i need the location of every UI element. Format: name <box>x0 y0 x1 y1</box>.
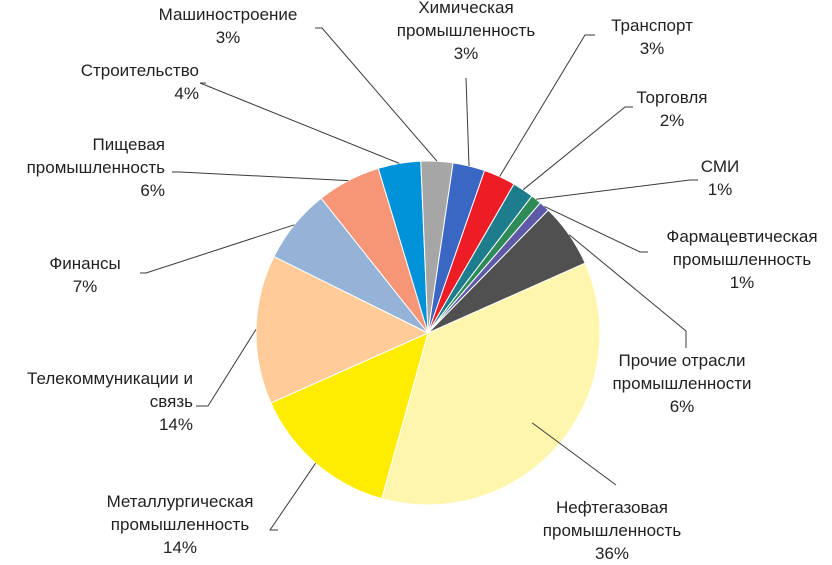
slice-labels: Нефтегазовая промышленность 36% Металлургич… <box>27 0 818 563</box>
slice-label: Прочие отрасли промышленности 6% <box>612 351 751 416</box>
pie-slice <box>255 255 430 404</box>
slice-label: СМИ 1% <box>701 157 739 199</box>
slice-name: Пищевая <box>93 135 165 154</box>
leader-line <box>140 224 295 274</box>
slice-percent: 1% <box>708 180 733 199</box>
leader-line <box>568 234 687 348</box>
slice-percent: 7% <box>73 277 98 296</box>
leader-line <box>172 171 349 182</box>
leader-line <box>522 106 633 191</box>
slice-name: промышленность <box>27 158 166 177</box>
leader-line <box>536 179 698 200</box>
slice-name: Финансы <box>49 254 120 273</box>
slice-name: СМИ <box>701 157 739 176</box>
slice-name: Транспорт <box>611 16 693 35</box>
leader-line <box>544 205 648 253</box>
slice-percent: 3% <box>454 44 479 63</box>
leader-line <box>499 34 595 177</box>
leader-line <box>196 329 257 407</box>
slice-name: Машиностроение <box>159 5 298 24</box>
slice-label: Транспорт 3% <box>611 16 693 58</box>
slice-label: Пищевая промышленность 6% <box>27 135 166 200</box>
slice-percent: 14% <box>163 538 197 557</box>
slice-label: Строительство 4% <box>81 61 199 103</box>
slice-label: Химическая промышленность 3% <box>397 0 536 63</box>
slice-label: Торговля 2% <box>636 88 707 130</box>
slice-percent: 14% <box>159 415 193 434</box>
leader-line <box>315 27 438 162</box>
slice-name: промышленность <box>111 515 250 534</box>
slice-percent: 1% <box>730 273 755 292</box>
slice-percent: 36% <box>595 544 629 563</box>
leader-line <box>269 462 317 531</box>
leader-line <box>199 82 400 164</box>
leader-line <box>531 422 617 486</box>
slice-label: Телекоммуникации и связь 14% <box>27 369 193 434</box>
slice-percent: 6% <box>670 397 695 416</box>
slice-name: промышленность <box>673 250 812 269</box>
leader-lines <box>140 27 698 531</box>
slice-name: Нефтегазовая <box>556 498 668 517</box>
slice-percent: 3% <box>216 28 241 47</box>
pie-slices <box>255 160 601 506</box>
slice-name: промышленность <box>397 21 536 40</box>
pie-slice <box>381 262 601 506</box>
slice-label: Машиностроение 3% <box>159 5 298 47</box>
leader-line <box>465 77 470 167</box>
slice-label: Фармацевтическая промышленность 1% <box>666 227 817 292</box>
slice-name: связь <box>150 392 193 411</box>
slice-label: Металлургическая промышленность 14% <box>107 492 254 557</box>
slice-label: Нефтегазовая промышленность 36% <box>543 498 682 563</box>
slice-label: Финансы 7% <box>49 254 120 296</box>
slice-name: Торговля <box>636 88 707 107</box>
slice-name: Металлургическая <box>107 492 254 511</box>
slice-name: Химическая <box>418 0 513 17</box>
slice-name: промышленность <box>543 521 682 540</box>
slice-name: промышленности <box>612 374 751 393</box>
slice-percent: 3% <box>640 39 665 58</box>
slice-name: Прочие отрасли <box>619 351 746 370</box>
slice-name: Строительство <box>81 61 199 80</box>
slice-percent: 4% <box>174 84 199 103</box>
slice-name: Телекоммуникации и <box>27 369 193 388</box>
slice-percent: 2% <box>660 111 685 130</box>
pie-slice <box>270 332 429 500</box>
slice-percent: 6% <box>140 181 165 200</box>
slice-name: Фармацевтическая <box>666 227 817 246</box>
